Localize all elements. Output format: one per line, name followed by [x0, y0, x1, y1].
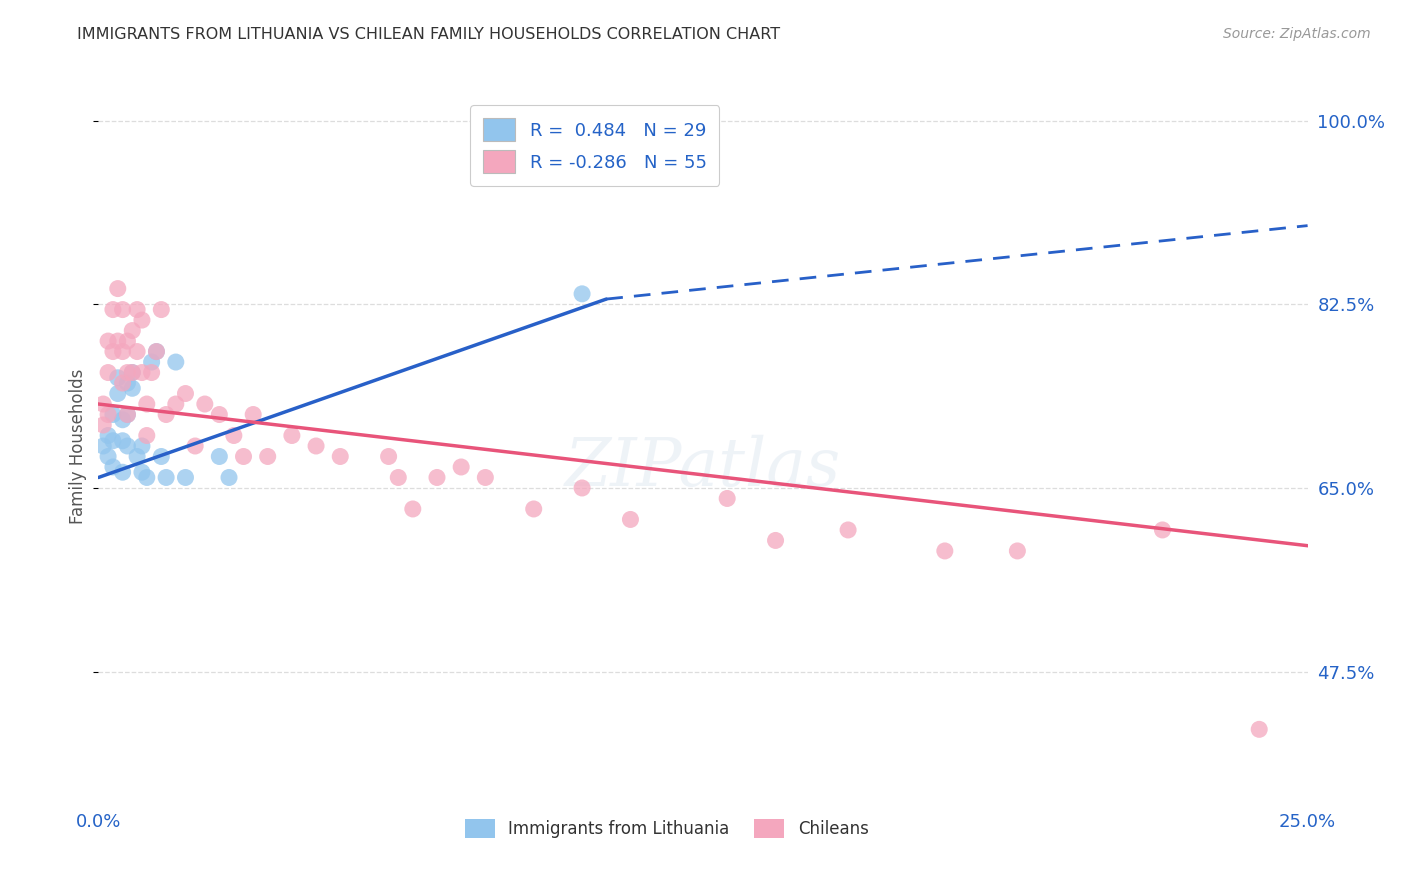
Point: [127, 344, 149, 359]
Y-axis label: Family Households: Family Households: [69, 368, 87, 524]
Point: [523, 502, 546, 516]
Point: [150, 450, 173, 464]
Point: [474, 470, 496, 484]
Legend: Immigrants from Lithuania, Chileans: Immigrants from Lithuania, Chileans: [458, 812, 876, 845]
Point: [232, 450, 254, 464]
Point: [117, 408, 139, 422]
Point: [117, 334, 139, 348]
Point: [107, 282, 129, 296]
Point: [97, 334, 120, 348]
Point: [165, 355, 187, 369]
Point: [131, 465, 153, 479]
Point: [117, 439, 139, 453]
Point: [934, 544, 956, 558]
Point: [101, 344, 124, 359]
Point: [155, 470, 177, 484]
Point: [194, 397, 217, 411]
Point: [145, 344, 167, 359]
Point: [127, 450, 149, 464]
Point: [571, 286, 593, 301]
Point: [135, 428, 157, 442]
Point: [107, 371, 129, 385]
Point: [256, 450, 278, 464]
Point: [619, 512, 641, 526]
Point: [97, 450, 120, 464]
Point: [101, 434, 124, 448]
Point: [101, 302, 124, 317]
Point: [111, 302, 134, 317]
Point: [121, 366, 143, 380]
Point: [97, 366, 120, 380]
Point: [91, 417, 114, 432]
Point: [97, 408, 120, 422]
Text: IMMIGRANTS FROM LITHUANIA VS CHILEAN FAMILY HOUSEHOLDS CORRELATION CHART: IMMIGRANTS FROM LITHUANIA VS CHILEAN FAM…: [77, 27, 780, 42]
Point: [426, 470, 449, 484]
Point: [91, 439, 114, 453]
Point: [107, 386, 129, 401]
Point: [165, 397, 187, 411]
Text: Source: ZipAtlas.com: Source: ZipAtlas.com: [1223, 27, 1371, 41]
Point: [135, 470, 157, 484]
Point: [111, 376, 134, 390]
Point: [121, 324, 143, 338]
Point: [218, 470, 240, 484]
Point: [1007, 544, 1029, 558]
Point: [101, 460, 124, 475]
Point: [1152, 523, 1174, 537]
Point: [329, 450, 352, 464]
Point: [765, 533, 787, 548]
Point: [117, 376, 139, 390]
Point: [184, 439, 207, 453]
Point: [716, 491, 738, 506]
Point: [121, 366, 143, 380]
Point: [174, 386, 197, 401]
Point: [97, 428, 120, 442]
Point: [135, 397, 157, 411]
Point: [402, 502, 425, 516]
Point: [222, 428, 245, 442]
Point: [117, 408, 139, 422]
Point: [155, 408, 177, 422]
Point: [91, 397, 114, 411]
Point: [131, 313, 153, 327]
Point: [107, 334, 129, 348]
Point: [111, 344, 134, 359]
Point: [208, 408, 231, 422]
Point: [281, 428, 304, 442]
Point: [571, 481, 593, 495]
Point: [101, 408, 124, 422]
Point: [131, 439, 153, 453]
Point: [450, 460, 472, 475]
Point: [208, 450, 231, 464]
Point: [117, 366, 139, 380]
Text: ZIPatlas: ZIPatlas: [565, 434, 841, 500]
Point: [111, 413, 134, 427]
Point: [141, 366, 163, 380]
Point: [131, 366, 153, 380]
Point: [387, 470, 409, 484]
Point: [377, 450, 399, 464]
Point: [127, 302, 149, 317]
Point: [242, 408, 264, 422]
Point: [150, 302, 173, 317]
Point: [1249, 723, 1271, 737]
Point: [837, 523, 859, 537]
Point: [145, 344, 167, 359]
Point: [111, 434, 134, 448]
Point: [305, 439, 328, 453]
Point: [174, 470, 197, 484]
Point: [141, 355, 163, 369]
Point: [111, 465, 134, 479]
Point: [121, 381, 143, 395]
